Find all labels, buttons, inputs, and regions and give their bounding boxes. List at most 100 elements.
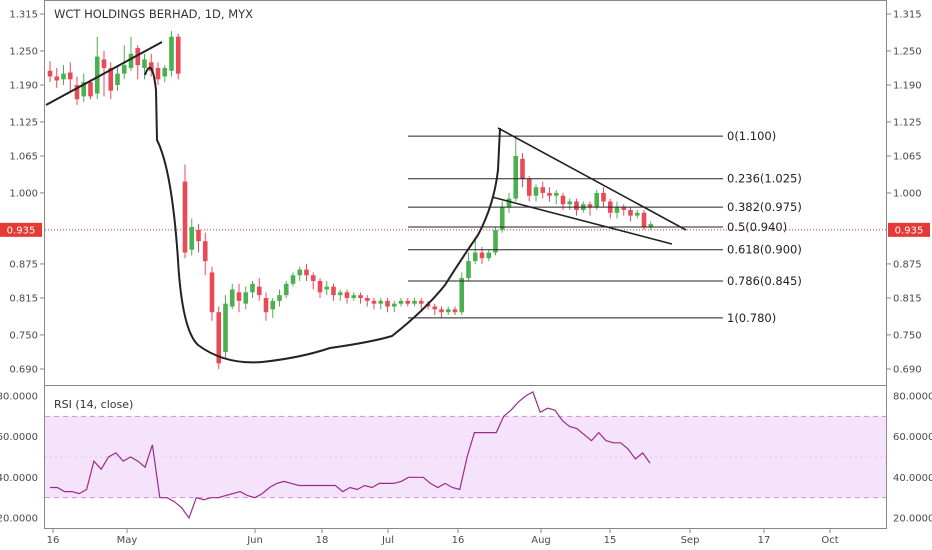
trendline-early <box>45 41 163 106</box>
candle <box>628 209 633 216</box>
candle <box>553 192 559 196</box>
candle <box>418 300 424 304</box>
candle <box>331 286 336 296</box>
trend-drawings <box>45 41 687 364</box>
rsi-axis-right: 80.0000 60.0000 40.0000 20.0000 <box>893 392 932 525</box>
candle <box>290 275 296 284</box>
price-tick-label: 1.315 <box>893 10 922 21</box>
chart-frame <box>44 0 887 529</box>
candle <box>216 312 222 364</box>
price-tick-label: 1.125 <box>893 117 922 128</box>
candle <box>54 76 60 81</box>
candle <box>574 201 579 210</box>
candle <box>162 67 168 77</box>
candle <box>101 59 107 68</box>
rsi-tick-label: 80.0000 <box>893 392 932 403</box>
rsi-tick-label: 20.0000 <box>0 514 38 525</box>
candle <box>142 59 147 68</box>
candle <box>310 275 316 281</box>
candle <box>169 36 174 71</box>
candle <box>121 65 127 74</box>
price-tick-label: 0.815 <box>893 294 922 305</box>
candle <box>81 82 87 97</box>
time-tick-label: 16 <box>452 535 465 546</box>
price-tick-label: 1.190 <box>893 81 922 92</box>
candle <box>398 300 404 304</box>
candle <box>236 292 242 301</box>
candle <box>283 283 289 296</box>
rsi-tick-label: 80.0000 <box>0 392 38 403</box>
candle <box>567 201 573 205</box>
time-tick-label: 17 <box>758 535 771 546</box>
candle <box>405 300 411 304</box>
candle <box>47 70 53 77</box>
rsi-tick-label: 60.0000 <box>0 432 38 443</box>
time-tick-label: Aug <box>531 535 551 546</box>
candle <box>263 298 269 313</box>
candle <box>128 53 134 68</box>
current-price-label-right: 0.935 <box>895 225 924 236</box>
price-tick-label: 1.250 <box>9 46 38 57</box>
price-tick-label: 0.815 <box>9 294 38 305</box>
rsi-tick-label: 60.0000 <box>893 432 932 443</box>
time-tick-label: Oct <box>821 535 838 546</box>
candle <box>74 85 80 100</box>
candle <box>634 212 640 216</box>
price-tick-label: 0.690 <box>9 365 38 376</box>
candle <box>587 204 593 208</box>
fib-level-label: 0.236(1.025) <box>727 172 802 186</box>
candle <box>364 298 370 301</box>
candle <box>513 156 519 199</box>
candle <box>371 300 377 304</box>
candle <box>391 303 397 307</box>
price-axis-right: 1.315 1.250 1.190 1.125 1.065 1.000 0.875 0.815… <box>887 10 922 376</box>
price-tick-label: 0.690 <box>893 365 922 376</box>
candle <box>452 309 458 313</box>
candle <box>115 73 120 85</box>
fib-level-label: 1(0.780) <box>727 311 776 325</box>
rsi-tick-label: 40.0000 <box>0 473 38 484</box>
candle <box>641 212 647 227</box>
candle <box>108 67 114 91</box>
candle <box>67 72 73 80</box>
price-tick-label: 1.065 <box>9 152 38 163</box>
candle <box>472 252 478 262</box>
candle <box>432 306 438 310</box>
time-tick-label: 15 <box>604 535 617 546</box>
candle <box>486 252 492 259</box>
candle <box>94 56 100 94</box>
candle <box>250 283 255 293</box>
time-tick-label: May <box>117 535 138 546</box>
candle <box>155 67 161 80</box>
candle <box>493 229 498 253</box>
cup-curve <box>144 66 501 364</box>
price-tick-label: 1.315 <box>9 10 38 21</box>
time-tick-label: Jul <box>381 535 394 546</box>
candle <box>196 229 201 242</box>
candle <box>243 292 249 304</box>
chart-title: WCT HOLDINGS BERHAD, 1D, MYX <box>54 7 253 21</box>
candle <box>479 252 485 259</box>
candle <box>648 224 654 227</box>
candle <box>277 295 282 301</box>
rsi-line <box>50 391 651 520</box>
price-tick-label: 0.750 <box>893 330 922 341</box>
fib-level-label: 0(1.100) <box>727 129 776 143</box>
candle <box>412 300 417 304</box>
time-tick-label: Jun <box>246 535 263 546</box>
fib-level-label: 0.382(0.975) <box>727 200 802 214</box>
rsi-axis-left: 80.0000 60.0000 40.0000 20.0000 <box>0 392 38 525</box>
candle <box>317 280 323 293</box>
candle <box>135 48 141 66</box>
candle <box>466 261 471 279</box>
price-tick-label: 0.750 <box>9 330 38 341</box>
candle <box>61 73 66 80</box>
fib-level-label: 0.618(0.900) <box>727 243 802 257</box>
candle <box>324 286 330 290</box>
candle <box>175 36 181 74</box>
candle <box>189 227 195 250</box>
candle <box>614 207 620 213</box>
candle <box>385 300 390 307</box>
candle <box>148 62 154 71</box>
